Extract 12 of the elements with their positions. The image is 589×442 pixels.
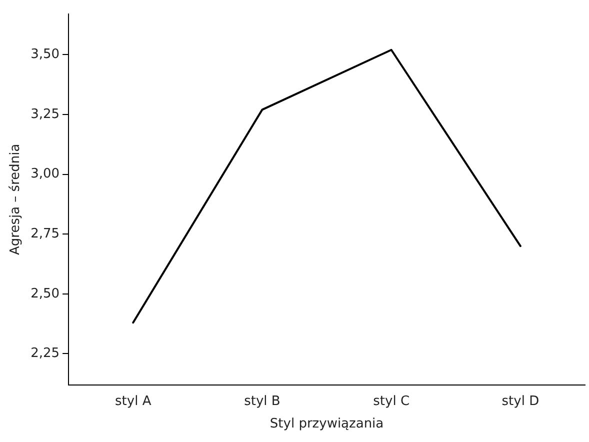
y-tick-label: 2,75 (30, 226, 60, 242)
x-tick-label: styl C (373, 394, 410, 409)
x-tick-label: styl B (244, 394, 280, 409)
y-axis-title: Agresja – średnia (8, 144, 24, 256)
y-tick-label: 3,50 (30, 47, 60, 62)
x-tick-label: styl A (115, 394, 152, 409)
x-tick-label: styl D (502, 394, 540, 409)
y-tick-label: 3,25 (30, 106, 60, 122)
x-axis-title: Styl przywiązania (270, 416, 384, 432)
y-tick-label: 2,25 (30, 346, 60, 362)
y-tick-label: 2,50 (30, 286, 60, 302)
y-tick-label: 3,00 (30, 166, 60, 182)
